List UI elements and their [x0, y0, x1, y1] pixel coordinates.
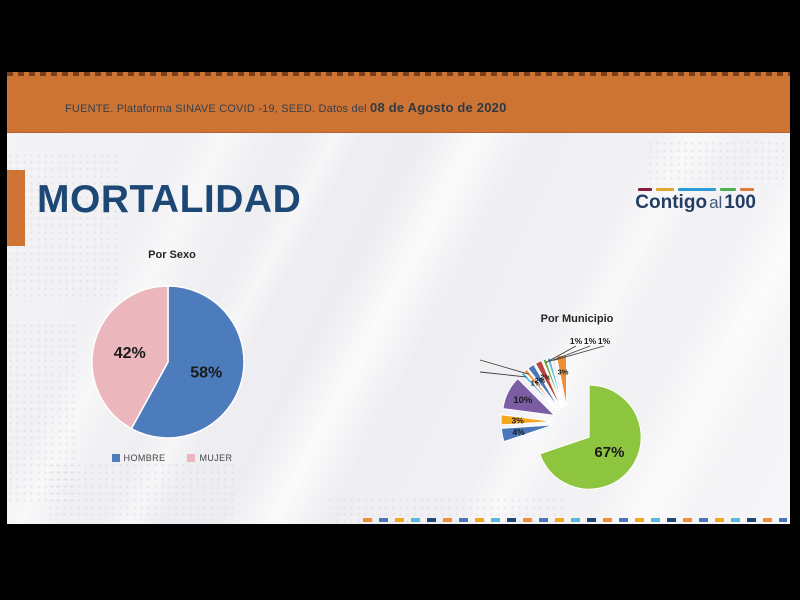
footer-dash — [539, 518, 548, 522]
slice-label: 3% — [512, 415, 525, 425]
footer-dash — [363, 518, 372, 522]
footer-dash — [619, 518, 628, 522]
leader-line — [549, 345, 591, 362]
footer-dash — [683, 518, 692, 522]
pie-slice — [523, 368, 559, 411]
por-sexo-pie-chart: 58% 42% — [91, 285, 245, 439]
banner-dashed-edge — [7, 72, 790, 76]
halftone-dots — [647, 140, 787, 185]
slice-label: 58% — [190, 365, 222, 382]
logo-dash — [719, 188, 736, 191]
legend-label: MUJER — [199, 453, 233, 463]
halftone-dots — [7, 322, 77, 502]
source-prefix: FUENTE. Plataforma SINAVE COVID -19, SEE… — [65, 103, 371, 115]
footer-dash — [523, 518, 532, 522]
footer-dash — [443, 518, 452, 522]
legend-swatch — [187, 454, 196, 462]
footer-dash — [763, 518, 772, 522]
slice-label: 67% — [594, 444, 624, 461]
footer-dash — [411, 518, 420, 522]
slice-label: 3% — [558, 368, 569, 377]
por-sexo-legend: HOMBRE MUJER — [47, 453, 297, 463]
por-sexo-chart-title: Por Sexo — [148, 249, 196, 261]
source-date: 08 de Agosto de 2020 — [370, 100, 507, 115]
logo-dash — [637, 188, 652, 191]
footer-dash — [747, 518, 756, 522]
footer-dash — [459, 518, 468, 522]
slice-label-outside: 1% — [584, 336, 597, 346]
pie-slice — [91, 285, 169, 430]
pie-slice — [550, 355, 566, 408]
footer-dash — [667, 518, 676, 522]
footer-dash — [779, 518, 787, 522]
slice-label: 2% — [540, 373, 551, 382]
footer-dash — [603, 518, 612, 522]
source-banner: FUENTE. Plataforma SINAVE COVID -19, SEE… — [7, 72, 790, 133]
pie-slice — [534, 359, 562, 409]
pie-slice — [502, 377, 556, 417]
leader-line — [479, 371, 526, 378]
pie-slice — [539, 384, 642, 490]
slice-label: 42% — [114, 345, 146, 362]
footer-dash — [587, 518, 596, 522]
page-title: MORTALIDAD — [37, 178, 302, 221]
footer-dash — [731, 518, 740, 522]
logo-color-dashes — [637, 188, 754, 191]
slice-label: 2% — [535, 376, 546, 385]
footer-dash — [427, 518, 436, 522]
footer-dash — [699, 518, 708, 522]
pie-slice — [500, 414, 554, 426]
logo-word-contigo: Contigo — [635, 192, 708, 213]
pie-slice — [546, 356, 565, 408]
slice-label: 1% — [531, 379, 542, 388]
slice-label: 4% — [512, 427, 525, 437]
footer-dash — [635, 518, 644, 522]
contigo-al-100-logo: Contigo al 100 — [635, 188, 756, 212]
pie-slice — [520, 371, 559, 412]
legend-swatch — [111, 454, 120, 462]
logo-dash — [655, 188, 674, 191]
legend-item: HOMBRE — [111, 453, 166, 463]
data-source-text: FUENTE. Plataforma SINAVE COVID -19, SEE… — [65, 100, 507, 115]
logo-word-al: al — [709, 193, 723, 212]
logo-dash — [677, 188, 716, 191]
por-municipio-pie-chart: 67%4%3%10%1%2%2%3%1% 1% 1% — [479, 336, 642, 490]
pie-slice — [527, 363, 561, 410]
logo-text: Contigo al 100 — [635, 193, 756, 212]
footer-dash — [395, 518, 404, 522]
halftone-dots — [47, 462, 237, 517]
legend-item: MUJER — [187, 453, 232, 463]
bottom-color-dashes — [363, 518, 787, 523]
presentation-slide: FUENTE. Plataforma SINAVE COVID -19, SEE… — [7, 72, 790, 524]
slice-label-outside: 1% — [570, 336, 583, 346]
legend-label: HOMBRE — [123, 453, 166, 463]
leader-line — [545, 345, 577, 364]
logo-word-100: 100 — [724, 192, 756, 213]
footer-dash — [507, 518, 516, 522]
footer-dash — [379, 518, 388, 522]
leader-line — [479, 359, 529, 375]
slice-label: 10% — [513, 395, 533, 406]
footer-dash — [491, 518, 500, 522]
orange-accent-block — [7, 170, 25, 246]
por-municipio-chart-title: Por Municipio — [540, 313, 614, 325]
leader-line — [553, 345, 605, 361]
footer-dash — [651, 518, 660, 522]
pie-slice — [542, 358, 564, 409]
slice-label-outside: 1% — [598, 336, 611, 346]
pie-slice — [130, 285, 245, 439]
logo-dash — [739, 188, 754, 191]
footer-dash — [555, 518, 564, 522]
footer-dash — [571, 518, 580, 522]
pie-slice — [500, 424, 554, 443]
footer-dash — [715, 518, 724, 522]
footer-dash — [475, 518, 484, 522]
